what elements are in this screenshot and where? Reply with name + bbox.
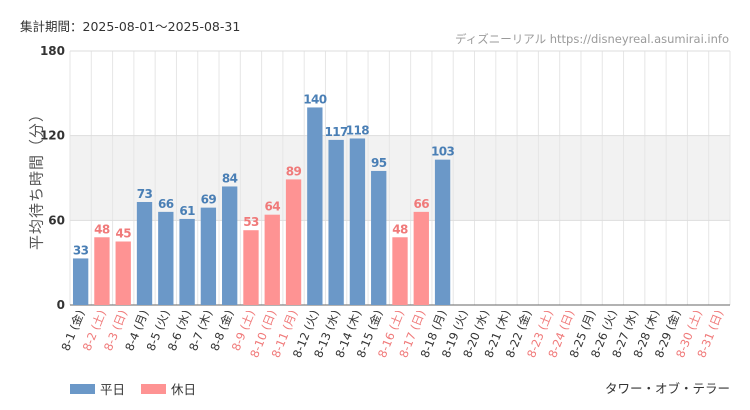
attraction-name: タワー・オブ・テラー	[604, 381, 730, 396]
legend-item-holiday: 休日	[141, 379, 196, 398]
bar	[72, 258, 89, 305]
bar	[307, 107, 323, 305]
bar-value-label: 89	[286, 164, 302, 178]
legend-swatch-holiday	[141, 383, 167, 394]
legend-label-holiday: 休日	[171, 382, 197, 397]
bar	[200, 207, 217, 305]
bar	[115, 241, 131, 305]
bar	[158, 211, 174, 305]
reference-band	[70, 135, 730, 221]
bar	[392, 237, 408, 305]
bar-value-label: 117	[325, 125, 348, 139]
y-tick-label: 0	[57, 298, 65, 312]
bar-value-label: 64	[265, 200, 281, 214]
bar	[264, 214, 280, 305]
bar-value-label: 48	[94, 222, 110, 236]
bar-value-label: 69	[201, 193, 217, 207]
bar	[349, 138, 366, 305]
legend-item-weekday: 平日	[70, 379, 125, 398]
bar-value-label: 84	[222, 171, 238, 185]
bar-value-label: 66	[158, 197, 174, 211]
y-tick-label: 180	[40, 44, 65, 58]
bar-value-label: 73	[137, 187, 153, 201]
legend-label-weekday: 平日	[100, 382, 126, 397]
bar-value-label: 118	[346, 123, 369, 137]
bar-value-label: 48	[392, 222, 408, 236]
bar-value-label: 95	[371, 156, 387, 170]
bar	[413, 211, 429, 305]
bar	[222, 186, 238, 305]
bar-value-label: 53	[243, 215, 259, 229]
bar	[136, 201, 153, 305]
bar-value-label: 33	[73, 243, 89, 257]
bar	[94, 237, 110, 305]
aggregation-period: 集計期間：2025-08-01～2025-08-31	[20, 19, 241, 34]
bar-value-label: 140	[303, 92, 326, 106]
bar	[371, 170, 387, 305]
bar	[243, 230, 259, 305]
bar-value-label: 45	[115, 227, 131, 241]
y-tick-label: 60	[48, 213, 65, 227]
bar-value-label: 103	[431, 145, 454, 159]
bar	[328, 139, 344, 305]
bar-value-label: 66	[414, 197, 430, 211]
bar-value-label: 61	[179, 204, 195, 218]
y-tick-label: 120	[40, 129, 65, 143]
bar	[434, 159, 451, 305]
legend: 平日 休日	[70, 379, 196, 398]
bar	[179, 218, 195, 305]
source-credit: ディズニーリアル https://disneyreal.asumirai.inf…	[455, 32, 729, 46]
legend-swatch-weekday	[70, 383, 95, 394]
bar	[285, 179, 302, 305]
